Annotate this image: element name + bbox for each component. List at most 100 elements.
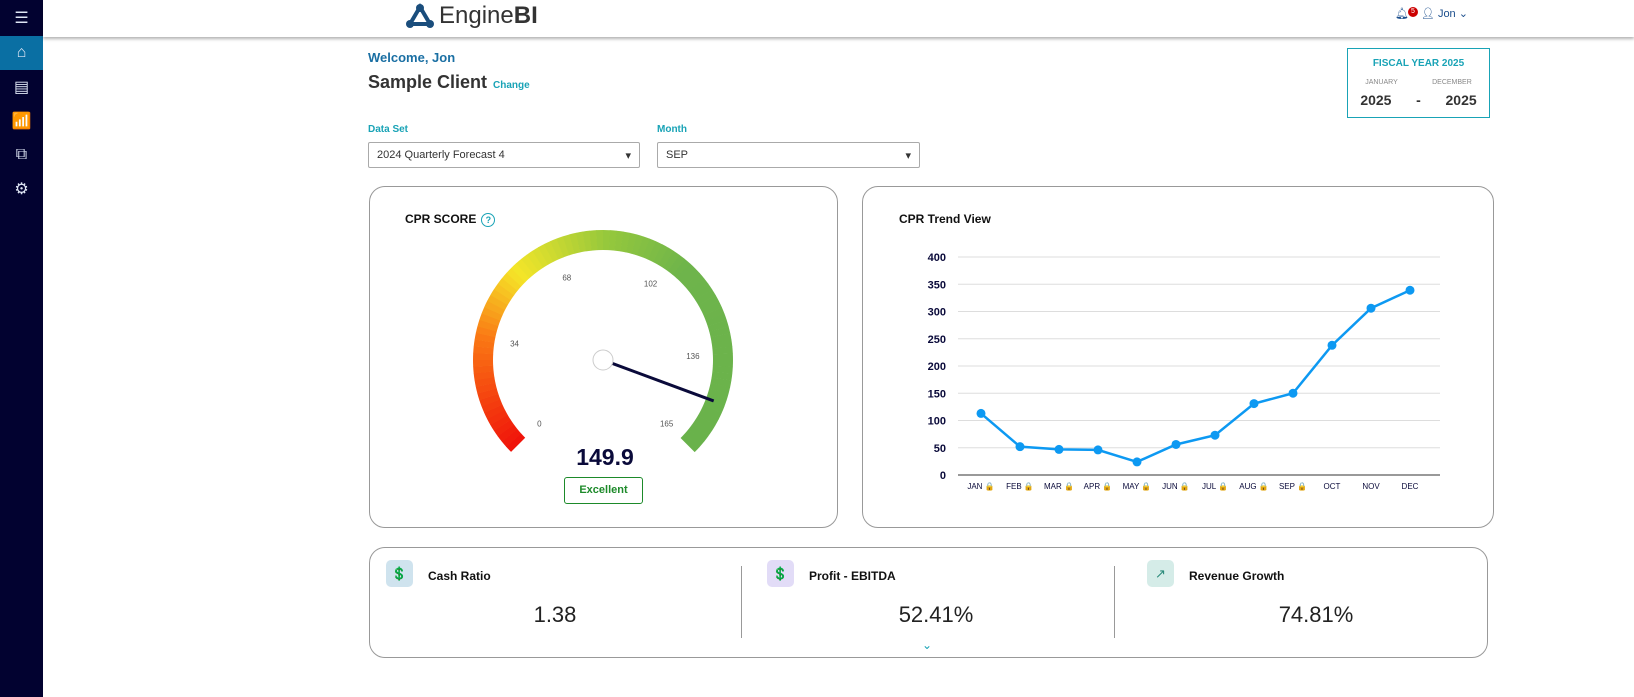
dataset-select[interactable]: 2024 Quarterly Forecast 4 ▾ bbox=[368, 142, 640, 168]
metric-value: 52.41% bbox=[898, 602, 974, 627]
gauge-tick-label: 68 bbox=[562, 274, 571, 283]
gauge-arc-segment bbox=[543, 241, 559, 263]
profit-icon: 💲 bbox=[767, 560, 794, 587]
dataset-label: Data Set bbox=[368, 124, 409, 135]
gauge-arc-segment bbox=[490, 288, 511, 306]
gauge-arc-segment bbox=[493, 283, 515, 301]
gauge-arc-segment bbox=[710, 377, 732, 388]
gauge-arc-segment bbox=[672, 258, 691, 279]
dataset-value: 2024 Quarterly Forecast 4 bbox=[377, 149, 505, 161]
gauge-arc-segment bbox=[695, 414, 716, 432]
chart-icon[interactable]: 📶 bbox=[11, 113, 32, 130]
client-name: Sample Client Change bbox=[368, 72, 530, 92]
report-icon[interactable]: ▤ bbox=[13, 79, 30, 96]
caret-down-icon: ▾ bbox=[905, 150, 911, 162]
gauge-arc-segment bbox=[711, 371, 733, 381]
trend-card bbox=[862, 186, 1494, 528]
gauge-arc-segment bbox=[481, 399, 503, 413]
gauge-arc-segment bbox=[676, 263, 696, 283]
separator: - bbox=[1416, 92, 1421, 108]
gauge-arc-segment bbox=[691, 283, 713, 301]
fiscal-title: FISCAL YEAR 2025 bbox=[1372, 58, 1465, 69]
gauge-arc-segment bbox=[484, 300, 506, 316]
chevron-down-icon: ⌄ bbox=[1458, 8, 1468, 20]
metric-name: Profit - EBITDA bbox=[809, 569, 896, 583]
expand-chevron-icon[interactable]: ⌄ bbox=[922, 638, 933, 652]
gauge-arc-segment bbox=[562, 234, 575, 256]
gauge-arc-segment bbox=[473, 371, 495, 381]
gauge-arc-segment bbox=[667, 254, 686, 275]
gauge-arc-segment bbox=[614, 230, 624, 252]
gauge-arc-segment bbox=[700, 404, 722, 420]
gauge-arc-segment bbox=[589, 230, 598, 251]
gauge-arc-segment bbox=[662, 250, 680, 272]
logo[interactable]: EngineBI bbox=[405, 2, 538, 30]
start-label: JANUARY bbox=[1365, 79, 1398, 86]
gauge-arc-segment bbox=[703, 399, 725, 414]
growth-icon: ↗ bbox=[1147, 560, 1174, 587]
gauge-arc-segment bbox=[511, 263, 530, 283]
gauge-tick-label: 0 bbox=[537, 420, 542, 429]
user-name: Jon bbox=[1437, 7, 1456, 20]
gauge-arc-segment bbox=[680, 433, 700, 453]
user-menu[interactable]: 🔔︎ 5 👤︎ Jon ⌄ bbox=[1395, 6, 1468, 20]
gauge-needle-hub bbox=[592, 349, 614, 371]
gauge-arc-segment bbox=[709, 326, 731, 338]
home-icon[interactable]: ⌂ bbox=[0, 36, 43, 70]
gauge-tick-label: 102 bbox=[644, 280, 658, 289]
metric-name: Cash Ratio bbox=[428, 569, 491, 583]
gauge-arc-segment bbox=[698, 409, 719, 426]
fiscal-year-box[interactable]: FISCAL YEAR 2025 JANUARY DECEMBER 2025 - 20… bbox=[1347, 48, 1490, 118]
gauge-arc-segment bbox=[657, 247, 675, 268]
help-icon[interactable]: ? bbox=[481, 213, 496, 227]
gauge-arc-segment bbox=[684, 429, 705, 448]
user-icon: 👤︎ bbox=[1420, 8, 1435, 20]
cpr-score-title: CPR SCORE? bbox=[405, 212, 496, 227]
gauge-arc-segment bbox=[521, 254, 539, 275]
cash-icon: 💲 bbox=[386, 560, 413, 587]
gauge-arc-segment bbox=[477, 319, 499, 332]
welcome-text: Welcome, Jon bbox=[368, 50, 456, 65]
end-year: 2025 bbox=[1445, 92, 1477, 108]
month-select[interactable]: SEP ▾ bbox=[657, 142, 920, 168]
month-label: Month bbox=[657, 124, 687, 135]
gauge-arc-segment bbox=[473, 365, 494, 374]
gauge-arc-segment bbox=[707, 319, 729, 332]
gauge-arc-segment bbox=[497, 424, 518, 442]
menu-icon[interactable]: ☰ bbox=[14, 10, 29, 27]
gauge-arc-segment bbox=[625, 232, 637, 254]
metric-value: 74.81% bbox=[1278, 602, 1354, 627]
gear-icon[interactable]: ⚙ bbox=[14, 181, 29, 198]
gauge-arc-segment bbox=[631, 234, 644, 256]
logo-icon bbox=[406, 3, 434, 28]
gauge-arc-segment bbox=[506, 433, 526, 452]
bell-icon[interactable]: 🔔︎ bbox=[1395, 8, 1409, 20]
hierarchy-icon[interactable]: ⧉ bbox=[15, 146, 28, 163]
gauge-arc-segment bbox=[477, 388, 499, 401]
gauge-arc-segment bbox=[474, 376, 496, 388]
divider bbox=[1114, 566, 1115, 638]
gauge-arc-segment bbox=[490, 414, 511, 431]
gauge-arc-segment bbox=[550, 238, 564, 260]
gauge-arc-segment bbox=[475, 382, 497, 394]
gauge-arc-segment bbox=[652, 244, 669, 265]
caret-down-icon: ▾ bbox=[625, 150, 631, 162]
metric-value: 1.38 bbox=[533, 602, 577, 627]
gauge-arc-segment bbox=[516, 258, 535, 279]
gauge-arc-segment bbox=[481, 306, 503, 321]
gauge-arc-segment bbox=[680, 268, 700, 287]
gauge-arc-segment bbox=[712, 346, 733, 355]
gauge-arc-segment bbox=[582, 230, 592, 252]
notification-badge: 5 bbox=[1407, 6, 1418, 17]
metric-name: Revenue Growth bbox=[1189, 569, 1285, 583]
gauge-arc-segment bbox=[698, 295, 719, 311]
gauge-arc-segment bbox=[506, 267, 526, 287]
change-client-link[interactable]: Change bbox=[493, 80, 530, 91]
metrics-card bbox=[369, 547, 1488, 658]
gauge-arc-segment bbox=[712, 365, 733, 374]
gauge-arc-segment bbox=[688, 278, 709, 296]
gauge-arc-segment bbox=[703, 307, 725, 321]
divider bbox=[741, 566, 742, 638]
gauge-arc-segment bbox=[705, 393, 727, 407]
